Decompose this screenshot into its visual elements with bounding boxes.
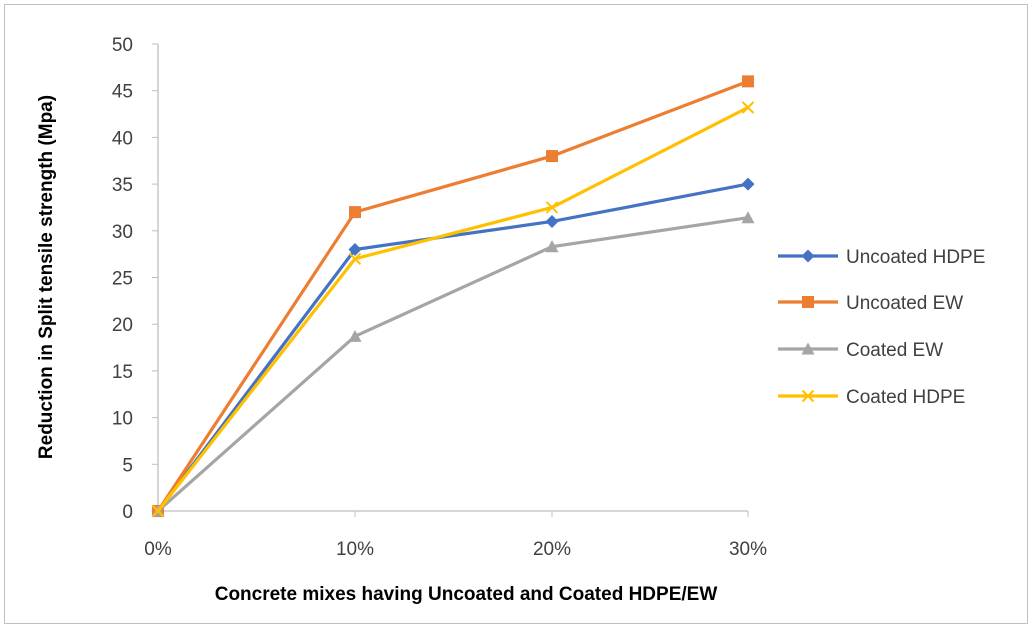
legend-label: Coated HDPE	[846, 387, 965, 408]
x-tick-label: 20%	[533, 539, 571, 560]
data-point	[545, 240, 559, 253]
series-line	[156, 79, 749, 512]
y-tick-label: 50	[112, 35, 133, 56]
data-point	[741, 177, 755, 191]
axes	[157, 44, 748, 512]
series-line	[156, 216, 749, 513]
data-point	[349, 206, 361, 219]
data-point	[348, 252, 362, 266]
y-tick-label: 0	[122, 502, 133, 523]
data-point	[546, 150, 558, 163]
x-tick-label: 10%	[336, 539, 374, 560]
data-point	[742, 75, 754, 88]
legend-label: Coated EW	[846, 340, 943, 361]
legend-label: Uncoated EW	[846, 293, 963, 314]
series-1	[152, 75, 754, 517]
y-axis-title: Reduction in Split tensile strength (Mpa…	[36, 95, 57, 459]
data-point	[348, 329, 362, 342]
y-tick-label: 40	[112, 128, 133, 149]
y-tick-label: 15	[112, 362, 133, 383]
x-tick-label: 0%	[144, 539, 172, 560]
x-axis-ticks: 0% 10% 20% 30%	[144, 511, 767, 560]
data-point	[348, 242, 362, 256]
legend-marker	[801, 249, 815, 263]
y-tick-label: 30	[112, 222, 133, 243]
legend-item: Coated HDPE	[778, 387, 965, 408]
y-tick-label: 35	[112, 175, 133, 196]
series-line	[156, 182, 749, 512]
chart-frame	[4, 4, 1028, 624]
y-tick-label: 20	[112, 315, 133, 336]
legend-marker	[801, 389, 815, 403]
legend-item: Coated EW	[778, 340, 943, 361]
y-tick-label: 10	[112, 409, 133, 430]
legend-marker	[801, 342, 815, 355]
data-point	[545, 214, 559, 228]
y-tick-label: 5	[122, 455, 133, 476]
legend: Uncoated HDPE Uncoated EW Coated EW Coated …	[778, 247, 985, 408]
legend-label: Uncoated HDPE	[846, 247, 985, 268]
series-line	[156, 106, 749, 512]
series-3	[151, 101, 755, 518]
legend-item: Uncoated EW	[778, 293, 963, 314]
x-tick-label: 30%	[729, 539, 767, 560]
data-point	[741, 211, 755, 224]
y-tick-label: 25	[112, 269, 133, 290]
legend-marker	[802, 296, 814, 308]
series-2	[151, 211, 755, 517]
x-axis-title: Concrete mixes having Uncoated and Coate…	[215, 584, 718, 605]
y-axis-ticks: 0 5 10 15 20 25 30 35 40 45 50	[112, 35, 158, 523]
data-point	[151, 504, 165, 518]
series-layer	[151, 75, 755, 518]
data-point	[545, 201, 559, 214]
data-point	[741, 101, 755, 114]
legend-item: Uncoated HDPE	[778, 247, 985, 268]
y-tick-label: 45	[112, 82, 133, 103]
